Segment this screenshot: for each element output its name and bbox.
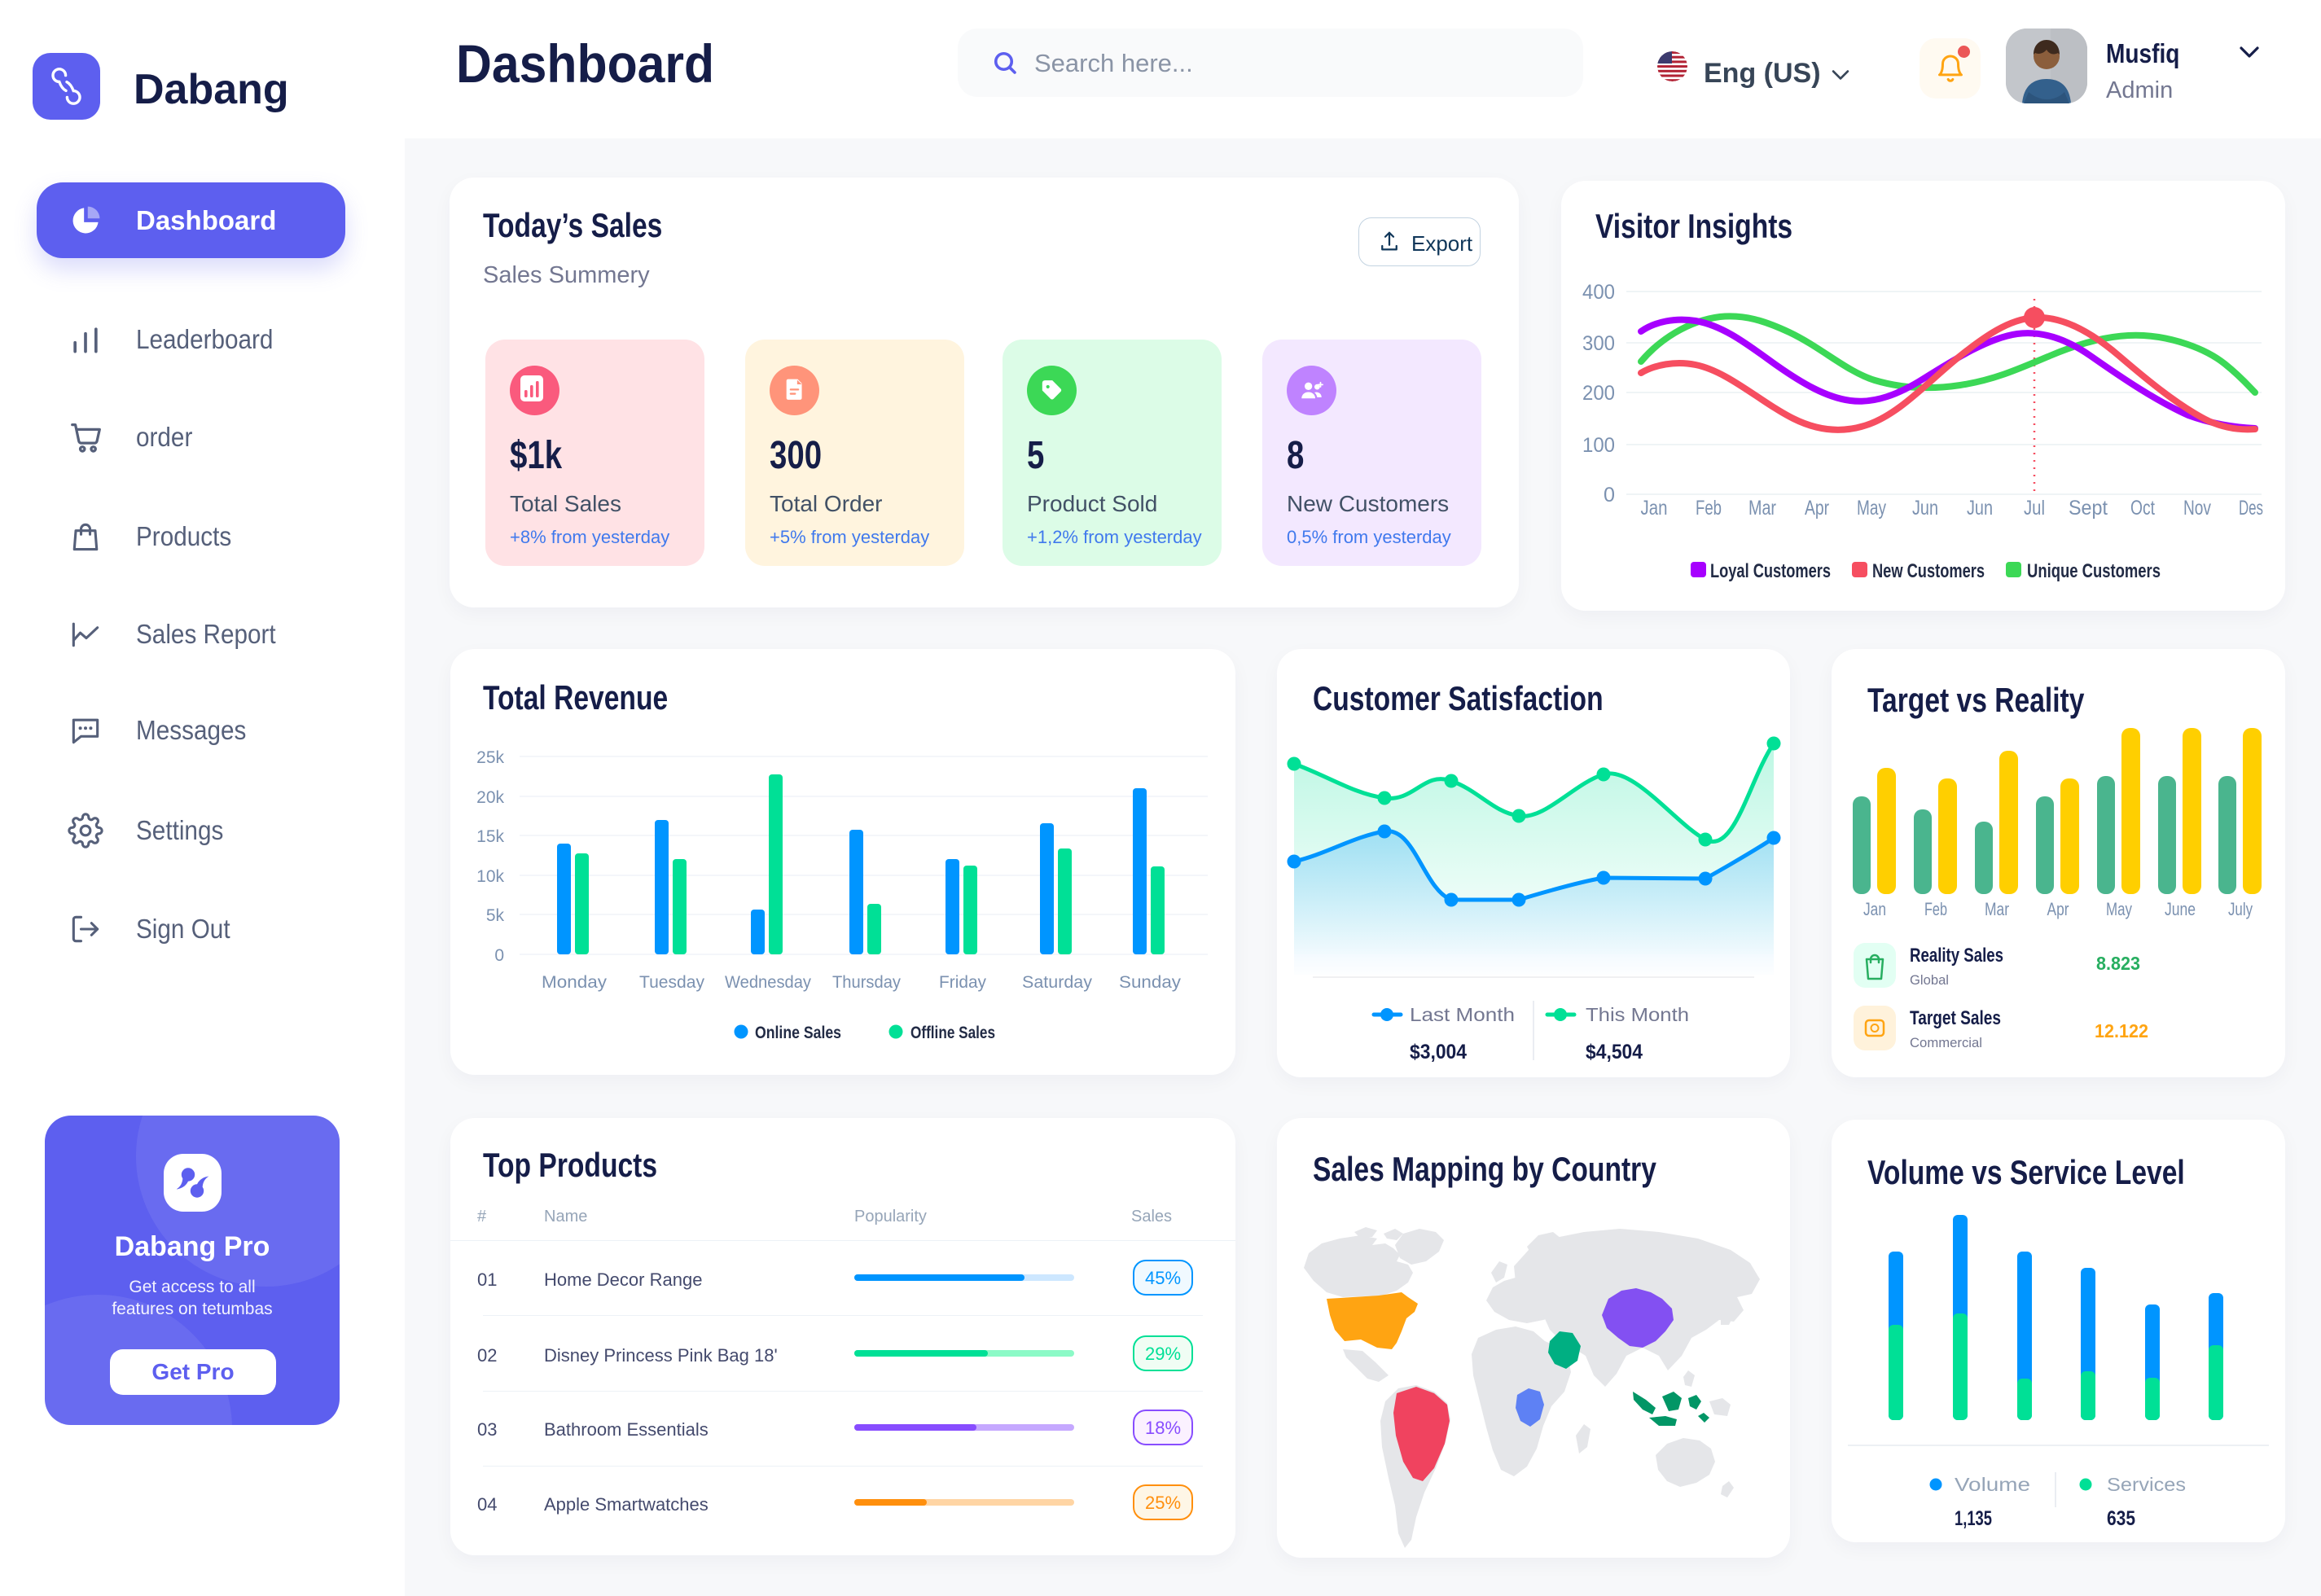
svg-text:Monday: Monday <box>542 973 608 992</box>
svg-text:Jan: Jan <box>1641 497 1668 520</box>
svg-text:July: July <box>2228 899 2253 919</box>
svg-text:Jun: Jun <box>1967 497 1993 520</box>
svg-text:Mar: Mar <box>1748 497 1776 520</box>
svg-text:New Customers: New Customers <box>1872 560 1985 582</box>
svg-text:25k: 25k <box>476 748 504 767</box>
svg-text:Saturday: Saturday <box>1022 973 1093 992</box>
svg-text:Online Sales: Online Sales <box>755 1024 841 1042</box>
svg-text:Commercial: Commercial <box>1910 1035 1982 1050</box>
svg-text:12.122: 12.122 <box>2095 1020 2148 1041</box>
svg-text:5k: 5k <box>486 906 505 925</box>
svg-text:Feb: Feb <box>1696 497 1722 520</box>
svg-text:Tuesday: Tuesday <box>639 973 705 992</box>
svg-text:$3,004: $3,004 <box>1410 1041 1467 1063</box>
svg-text:Reality Sales: Reality Sales <box>1910 945 2003 967</box>
svg-text:0: 0 <box>1604 484 1615 506</box>
svg-text:Services: Services <box>2107 1474 2186 1495</box>
svg-text:Des: Des <box>2239 497 2263 520</box>
svg-text:Mar: Mar <box>1985 899 2009 919</box>
svg-text:June: June <box>2165 899 2196 919</box>
svg-text:Volume: Volume <box>1955 1474 2030 1495</box>
svg-text:Global: Global <box>1910 972 1949 988</box>
svg-text:Unique Customers: Unique Customers <box>2027 560 2161 582</box>
svg-text:Apr: Apr <box>2047 899 2069 919</box>
svg-text:Offline Sales: Offline Sales <box>910 1024 995 1042</box>
svg-text:Last Month: Last Month <box>1410 1004 1515 1025</box>
svg-text:$4,504: $4,504 <box>1586 1041 1643 1063</box>
svg-text:300: 300 <box>1582 332 1615 355</box>
svg-text:Nov: Nov <box>2183 497 2211 520</box>
svg-text:Wednesday: Wednesday <box>725 973 811 992</box>
svg-text:Apr: Apr <box>1805 497 1829 520</box>
svg-text:100: 100 <box>1582 434 1615 457</box>
svg-text:Feb: Feb <box>1924 899 1947 919</box>
svg-text:Sunday: Sunday <box>1119 973 1182 992</box>
svg-text:Jun: Jun <box>1912 497 1938 520</box>
svg-text:10k: 10k <box>476 867 504 886</box>
svg-text:200: 200 <box>1582 382 1615 405</box>
svg-text:Thursday: Thursday <box>832 973 901 992</box>
svg-text:20k: 20k <box>476 788 504 807</box>
svg-text:Friday: Friday <box>939 973 986 992</box>
svg-text:May: May <box>2106 899 2132 919</box>
svg-text:This Month: This Month <box>1586 1004 1689 1025</box>
svg-text:8.823: 8.823 <box>2096 953 2140 974</box>
svg-text:Jan: Jan <box>1863 899 1886 919</box>
svg-text:Oct: Oct <box>2130 497 2155 520</box>
svg-text:May: May <box>1857 497 1886 520</box>
svg-text:Target Sales: Target Sales <box>1910 1007 2001 1029</box>
svg-text:1,135: 1,135 <box>1955 1507 1992 1530</box>
svg-text:15k: 15k <box>476 827 504 846</box>
svg-text:Sept: Sept <box>2069 497 2108 520</box>
svg-text:Loyal Customers: Loyal Customers <box>1710 560 1831 582</box>
svg-text:0: 0 <box>494 946 504 965</box>
svg-text:635: 635 <box>2107 1507 2135 1530</box>
svg-text:400: 400 <box>1582 281 1615 304</box>
svg-text:Jul: Jul <box>2024 497 2045 520</box>
